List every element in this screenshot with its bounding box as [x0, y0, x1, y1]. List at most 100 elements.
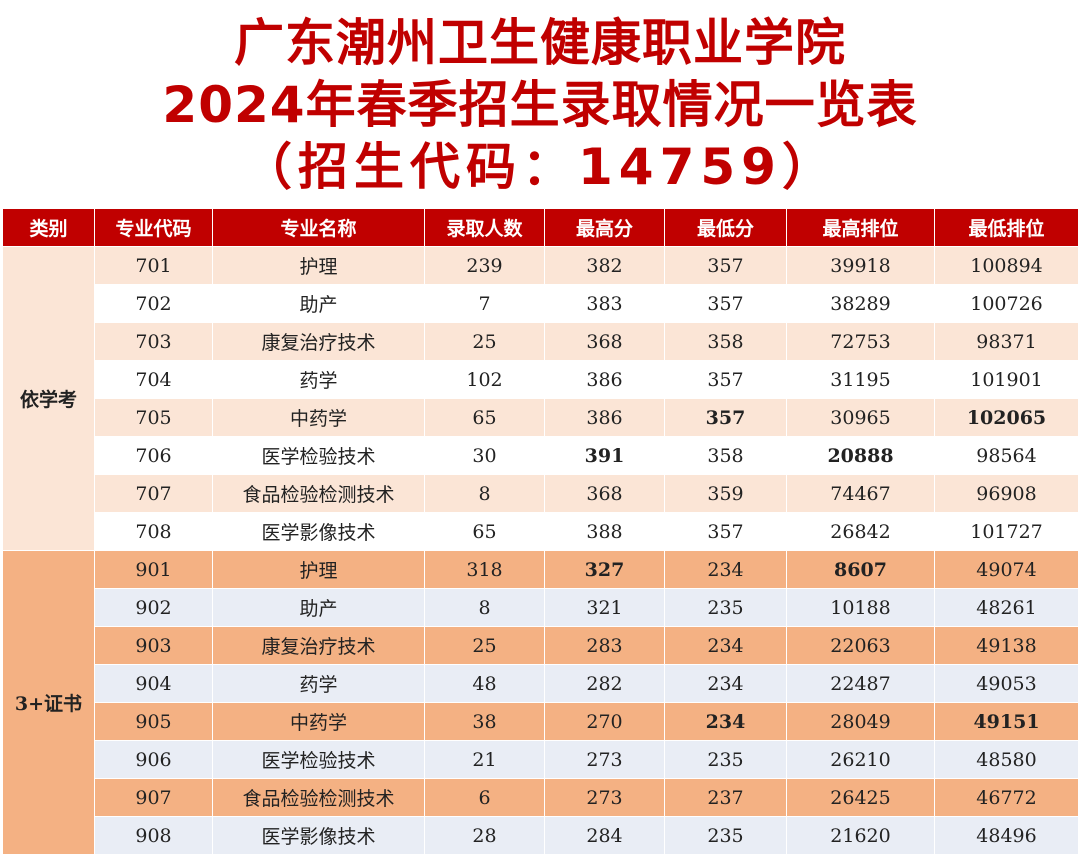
header-major-name: 专业名称: [212, 209, 425, 247]
table-row: 904 药学 48 282 234 22487 49053: [3, 664, 1079, 703]
major-code-cell: 704: [94, 360, 213, 399]
max-score-cell: 284: [544, 816, 665, 855]
lowest-rank-cell: 49053: [934, 664, 1079, 703]
page-title: 广东潮州卫生健康职业学院: [234, 14, 846, 72]
max-score-cell: 321: [544, 588, 665, 627]
header-min-score: 最低分: [664, 209, 787, 247]
top-rank-cell: 74467: [786, 474, 935, 513]
major-name-cell: 助产: [212, 284, 425, 323]
max-score-cell: 386: [544, 398, 665, 437]
major-name-cell: 医学检验技术: [212, 740, 425, 779]
top-rank-cell: 30965: [786, 398, 935, 437]
max-score-cell: 368: [544, 474, 665, 513]
group-xuekao: 依学考 701 护理 239 382 357 39918 100894 702 助产 7 383 357…: [2, 246, 1079, 551]
table-row: 707 食品检验检测技术 8 368 359 74467 96908: [3, 474, 1079, 513]
major-code-cell: 706: [94, 436, 213, 475]
min-score-cell: 357: [664, 360, 787, 399]
major-name-cell: 药学: [212, 664, 425, 703]
top-rank-cell: 31195: [786, 360, 935, 399]
category-cell: 3+证书: [2, 550, 95, 855]
min-score-cell: 237: [664, 778, 787, 817]
table-row: 708 医学影像技术 65 388 357 26842 101727: [3, 512, 1079, 551]
max-score-cell: 327: [544, 550, 665, 589]
header-top-rank: 最高排位: [786, 209, 935, 247]
min-score-cell: 357: [664, 512, 787, 551]
major-name-cell: 康复治疗技术: [212, 322, 425, 361]
lowest-rank-cell: 101727: [934, 512, 1079, 551]
enrollment-code: （招生代码：14759）: [242, 138, 838, 196]
table-row: 903 康复治疗技术 25 283 234 22063 49138: [3, 626, 1079, 665]
table-row: 908 医学影像技术 28 284 235 21620 48496: [3, 816, 1079, 855]
lowest-rank-cell: 98564: [934, 436, 1079, 475]
table-row: 906 医学检验技术 21 273 235 26210 48580: [3, 740, 1079, 779]
admitted-count-cell: 6: [424, 778, 545, 817]
min-score-cell: 234: [664, 664, 787, 703]
major-name-cell: 康复治疗技术: [212, 626, 425, 665]
major-name-cell: 护理: [212, 550, 425, 589]
major-name-cell: 食品检验检测技术: [212, 474, 425, 513]
lowest-rank-cell: 48580: [934, 740, 1079, 779]
lowest-rank-cell: 49138: [934, 626, 1079, 665]
major-name-cell: 食品检验检测技术: [212, 778, 425, 817]
admitted-count-cell: 65: [424, 398, 545, 437]
min-score-cell: 235: [664, 740, 787, 779]
major-code-cell: 705: [94, 398, 213, 437]
table-row: 702 助产 7 383 357 38289 100726: [3, 284, 1079, 323]
table-row: 3+证书 901 护理 318 327 234 8607 49074: [2, 550, 1079, 855]
title-block: 广东潮州卫生健康职业学院 2024年春季招生录取情况一览表 （招生代码：1475…: [0, 12, 1080, 198]
table-row: 依学考 701 护理 239 382 357 39918 100894: [2, 246, 1079, 551]
top-rank-cell: 26842: [786, 512, 935, 551]
lowest-rank-cell: 48261: [934, 588, 1079, 627]
lowest-rank-cell: 49074: [934, 550, 1079, 589]
top-rank-cell: 72753: [786, 322, 935, 361]
major-name-cell: 中药学: [212, 398, 425, 437]
top-rank-cell: 8607: [786, 550, 935, 589]
admitted-count-cell: 8: [424, 588, 545, 627]
admitted-count-cell: 239: [424, 246, 545, 285]
min-score-cell: 234: [664, 702, 787, 741]
max-score-cell: 368: [544, 322, 665, 361]
table-row: 705 中药学 65 386 357 30965 102065: [3, 398, 1079, 437]
major-name-cell: 医学影像技术: [212, 816, 425, 855]
admitted-count-cell: 102: [424, 360, 545, 399]
major-code-cell: 902: [94, 588, 213, 627]
header-code: 专业代码: [94, 209, 213, 247]
admitted-count-cell: 38: [424, 702, 545, 741]
top-rank-cell: 22487: [786, 664, 935, 703]
major-name-cell: 药学: [212, 360, 425, 399]
page-subtitle: 2024年春季招生录取情况一览表: [162, 76, 918, 134]
major-code-cell: 708: [94, 512, 213, 551]
admitted-count-cell: 28: [424, 816, 545, 855]
major-name-cell: 护理: [212, 246, 425, 285]
major-name-cell: 中药学: [212, 702, 425, 741]
header-admitted-count: 录取人数: [424, 209, 545, 247]
admitted-count-cell: 65: [424, 512, 545, 551]
max-score-cell: 391: [544, 436, 665, 475]
lowest-rank-cell: 46772: [934, 778, 1079, 817]
major-name-cell: 助产: [212, 588, 425, 627]
max-score-cell: 273: [544, 740, 665, 779]
admission-table: 类别 专业代码 专业名称 录取人数 最高分 最低分 最高排位 最低排位 依学考 7…: [2, 209, 1079, 855]
major-code-cell: 905: [94, 702, 213, 741]
major-code-cell: 707: [94, 474, 213, 513]
max-score-cell: 283: [544, 626, 665, 665]
major-code-cell: 906: [94, 740, 213, 779]
header-category: 类别: [2, 209, 95, 247]
major-code-cell: 907: [94, 778, 213, 817]
header-row: 类别 专业代码 专业名称 录取人数 最高分 最低分 最高排位 最低排位: [2, 209, 1079, 247]
top-rank-cell: 38289: [786, 284, 935, 323]
max-score-cell: 388: [544, 512, 665, 551]
min-score-cell: 235: [664, 588, 787, 627]
admitted-count-cell: 8: [424, 474, 545, 513]
lowest-rank-cell: 96908: [934, 474, 1079, 513]
top-rank-cell: 21620: [786, 816, 935, 855]
max-score-cell: 282: [544, 664, 665, 703]
min-score-cell: 357: [664, 246, 787, 285]
admitted-count-cell: 25: [424, 322, 545, 361]
lowest-rank-cell: 48496: [934, 816, 1079, 855]
max-score-cell: 382: [544, 246, 665, 285]
table-row: 704 药学 102 386 357 31195 101901: [3, 360, 1079, 399]
major-name-cell: 医学检验技术: [212, 436, 425, 475]
top-rank-cell: 22063: [786, 626, 935, 665]
admitted-count-cell: 48: [424, 664, 545, 703]
